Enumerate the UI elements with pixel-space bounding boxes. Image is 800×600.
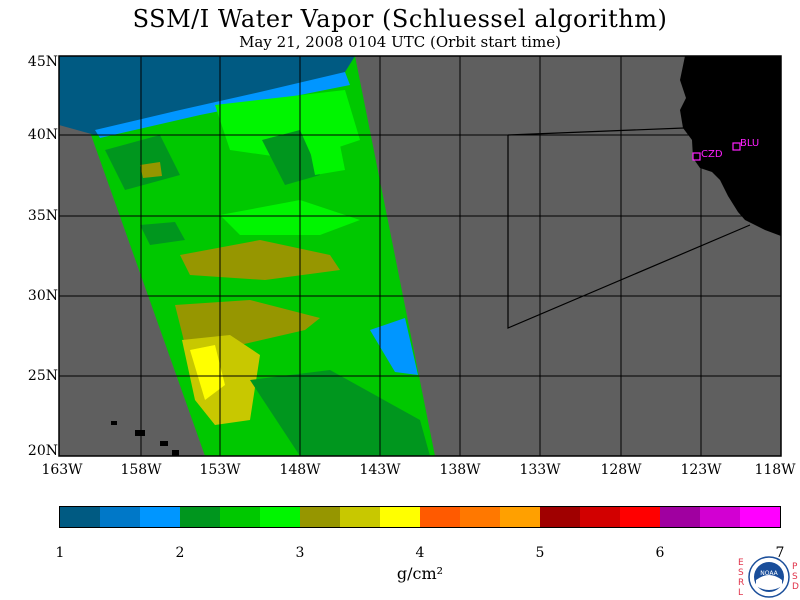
noaa-logo: NOAA — [748, 556, 790, 598]
map-frame — [58, 55, 782, 457]
station-label-blu: BLU — [740, 138, 759, 149]
colorbar-swatch-16 — [700, 507, 740, 527]
satellite-swath — [59, 56, 435, 456]
lon-label-128w: 128W — [600, 462, 642, 478]
region-outline — [507, 127, 751, 329]
grid-lines — [59, 56, 781, 456]
station-label-czd: CZD — [701, 149, 723, 160]
chart-subtitle: May 21, 2008 0104 UTC (Orbit start time) — [239, 33, 561, 51]
lat-label-40n: 40N — [27, 127, 58, 143]
lon-label-133w: 133W — [519, 462, 561, 478]
lon-label-158w: 158W — [120, 462, 162, 478]
chart-title: SSM/I Water Vapor (Schluessel algorithm) — [132, 5, 668, 33]
station-marker-blu — [732, 142, 741, 151]
colorbar-swatch-3 — [180, 507, 220, 527]
lon-label-123w: 123W — [680, 462, 722, 478]
colorbar-swatch-14 — [620, 507, 660, 527]
lon-label-138w: 138W — [439, 462, 481, 478]
lat-label-45n: 45N — [27, 54, 58, 70]
lon-label-118w: 118W — [754, 462, 796, 478]
lon-label-153w: 153W — [199, 462, 241, 478]
colorbar-tick-4: 4 — [415, 545, 425, 561]
colorbar-swatch-6 — [300, 507, 340, 527]
lat-label-35n: 35N — [27, 208, 58, 224]
color-bar — [59, 506, 781, 528]
colorbar-swatch-4 — [220, 507, 260, 527]
lat-label-25n: 25N — [27, 368, 58, 384]
colorbar-tick-2: 2 — [175, 545, 185, 561]
colorbar-swatch-9 — [420, 507, 460, 527]
colorbar-swatch-11 — [500, 507, 540, 527]
esrl-text: ESRL — [738, 558, 745, 598]
colorbar-tick-5: 5 — [535, 545, 545, 561]
colorbar-tick-7: 7 — [775, 545, 785, 561]
colorbar-swatch-12 — [540, 507, 580, 527]
psd-text: PSD — [792, 562, 799, 592]
esrl-label: ESRL — [738, 558, 746, 598]
units-label: g/cm² — [396, 564, 444, 583]
lat-label-20n: 20N — [27, 443, 58, 459]
lon-label-143w: 143W — [359, 462, 401, 478]
noaa-logo-text: NOAA — [760, 570, 778, 577]
colorbar-swatch-15 — [660, 507, 700, 527]
colorbar-swatch-1 — [100, 507, 140, 527]
colorbar-tick-6: 6 — [655, 545, 665, 561]
colorbar-swatch-7 — [340, 507, 380, 527]
colorbar-swatch-10 — [460, 507, 500, 527]
station-markers — [692, 142, 741, 161]
colorbar-tick-3: 3 — [295, 545, 305, 561]
lon-label-163w: 163W — [41, 462, 83, 478]
lon-label-148w: 148W — [279, 462, 321, 478]
colorbar-swatch-2 — [140, 507, 180, 527]
colorbar-swatch-0 — [60, 507, 100, 527]
colorbar-swatch-17 — [740, 507, 780, 527]
lat-label-30n: 30N — [27, 288, 58, 304]
land — [111, 56, 781, 456]
colorbar-swatch-5 — [260, 507, 300, 527]
colorbar-tick-1: 1 — [55, 545, 65, 561]
psd-label: PSD — [792, 562, 800, 592]
colorbar-swatch-8 — [380, 507, 420, 527]
station-marker-czd — [692, 152, 701, 161]
colorbar-swatch-13 — [580, 507, 620, 527]
